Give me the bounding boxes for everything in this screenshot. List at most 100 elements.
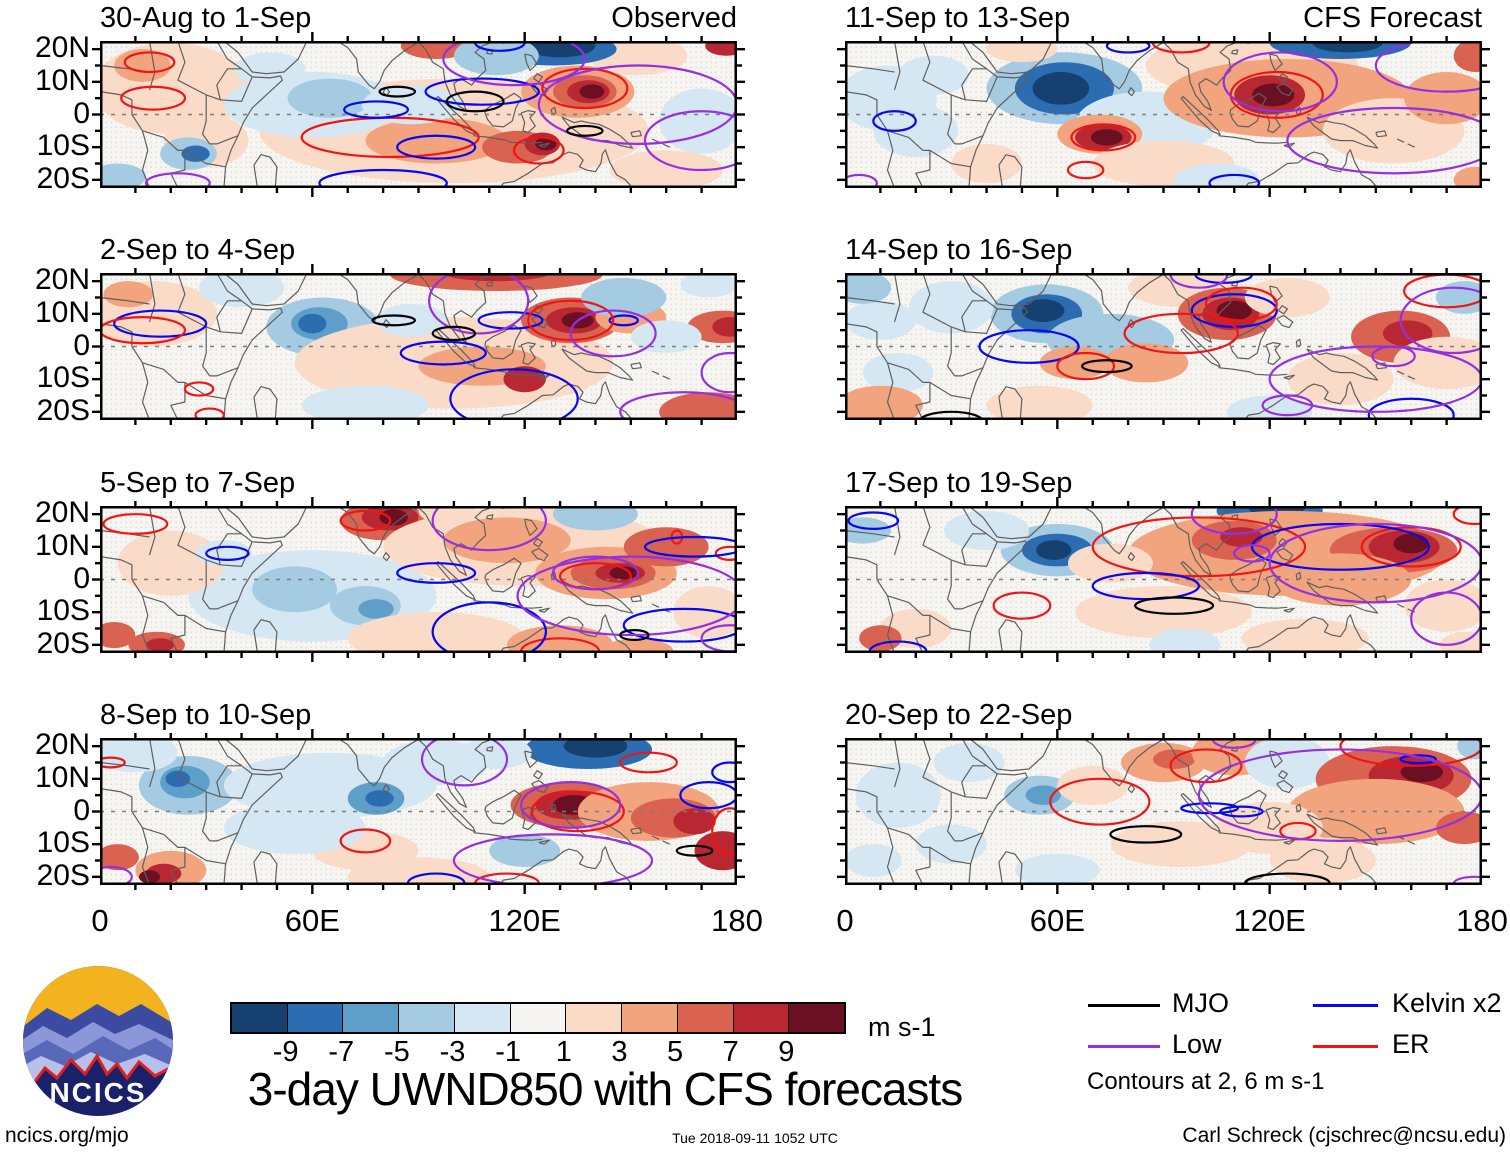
wave-contour-er [123,51,176,74]
map-panel-3 [92,497,745,662]
coastline [1218,832,1288,841]
coastline [947,791,956,842]
coastline [1306,348,1379,381]
wind-anomaly-fill [898,55,969,95]
wave-contour-kelvin [343,100,409,119]
coastline [216,533,253,567]
coastline [520,342,536,366]
coastline [1163,274,1191,314]
coastline [1306,813,1379,846]
wave-contour-kelvin [1105,41,1151,54]
coastline [223,41,308,75]
wave-contour-low [569,309,657,358]
coastline [1163,507,1191,547]
coastline [1295,106,1302,116]
wind-anomaly-fill [1090,129,1123,146]
coastline [662,840,671,845]
wind-anomaly-fill [440,273,553,282]
coastline [1244,846,1379,885]
wind-anomaly-fill [862,353,934,393]
coastline [947,326,956,377]
coastline [100,296,150,305]
wind-anomaly-fill [376,304,447,337]
coastline [1189,506,1235,576]
wave-contour-kelvin [431,601,547,653]
wind-anomaly-fill [418,506,476,524]
coastline [1306,116,1379,149]
wave-contour-kelvin [477,311,544,330]
wave-contour-kelvin [978,329,1080,364]
wave-contour-low [1399,286,1482,355]
coastline [444,41,490,111]
coastline [1278,305,1288,315]
wind-anomaly-fill [845,517,891,544]
coastline [998,154,1023,188]
coastline [216,68,253,102]
coastline [435,328,476,368]
coastline [662,143,671,148]
x-axis-label: 180 [1456,903,1508,938]
coastline [148,273,156,323]
coastline [651,835,660,840]
wind-anomaly-fill [659,88,737,154]
y-axis-label: 20S [36,858,90,892]
wind-anomaly-fill [1453,41,1482,73]
wind-anomaly-fill [986,41,1058,63]
coastline [998,386,1023,420]
wave-contour-er [541,67,629,110]
coastline [1276,547,1294,562]
coastline [216,273,283,420]
wind-anomaly-fill [287,78,373,118]
wind-anomaly-fill [680,273,737,298]
x-axis-label: 120E [488,903,561,938]
wave-contour-low [1233,544,1271,563]
legend-line-mjo [1088,1004,1160,1007]
wave-contour-er [339,828,392,854]
wind-anomaly-fill [944,510,1030,551]
coastline [1244,381,1379,420]
map-panel-4 [92,729,745,894]
wave-contour-kelvin [679,781,737,810]
wave-contour-mjo [371,314,417,327]
coastline [1218,600,1288,609]
coastline [1180,793,1221,833]
wind-anomaly-fill [915,824,987,864]
coastline [954,135,984,145]
coastline [499,846,634,885]
ncics-logo-text: NCICS [49,1077,146,1108]
coastline [520,807,536,831]
coastline [961,765,998,799]
wave-contour-kelvin [608,314,640,327]
coastline [1276,82,1294,97]
coastline [922,41,966,101]
coastline [209,367,239,377]
colorbar-tick: -7 [328,1036,355,1068]
coastline [486,281,494,287]
wind-anomaly-fill [933,742,1005,783]
wave-contour-low [643,110,737,172]
wave-contour-low [1374,41,1482,93]
wind-anomaly-fill [1149,628,1221,653]
wind-anomaly-fill [1244,277,1330,318]
coastline [922,506,966,566]
wave-contour-kelvin [113,309,208,338]
coastline [336,738,419,787]
coastline [1163,739,1191,779]
coastline [473,367,543,376]
coastline [184,614,226,633]
wave-contour-er [619,751,678,774]
colorbar-tick-labels: -9 -7 -5 -3 -1 1 3 5 7 9 [0,1036,1510,1070]
coastline [1229,324,1267,360]
coastline [630,595,642,603]
coastline [100,556,151,653]
coastline [651,370,660,375]
coastline [893,273,901,323]
wave-contour-low [619,391,737,420]
wind-anomaly-fill [443,517,571,564]
y-axis-label: 0 [73,96,90,130]
coastline [148,738,156,788]
coastline [845,761,895,770]
y-axis-label: 10N [34,295,90,329]
wave-contour-kelvin [643,535,737,558]
wave-contour-er [100,316,187,345]
